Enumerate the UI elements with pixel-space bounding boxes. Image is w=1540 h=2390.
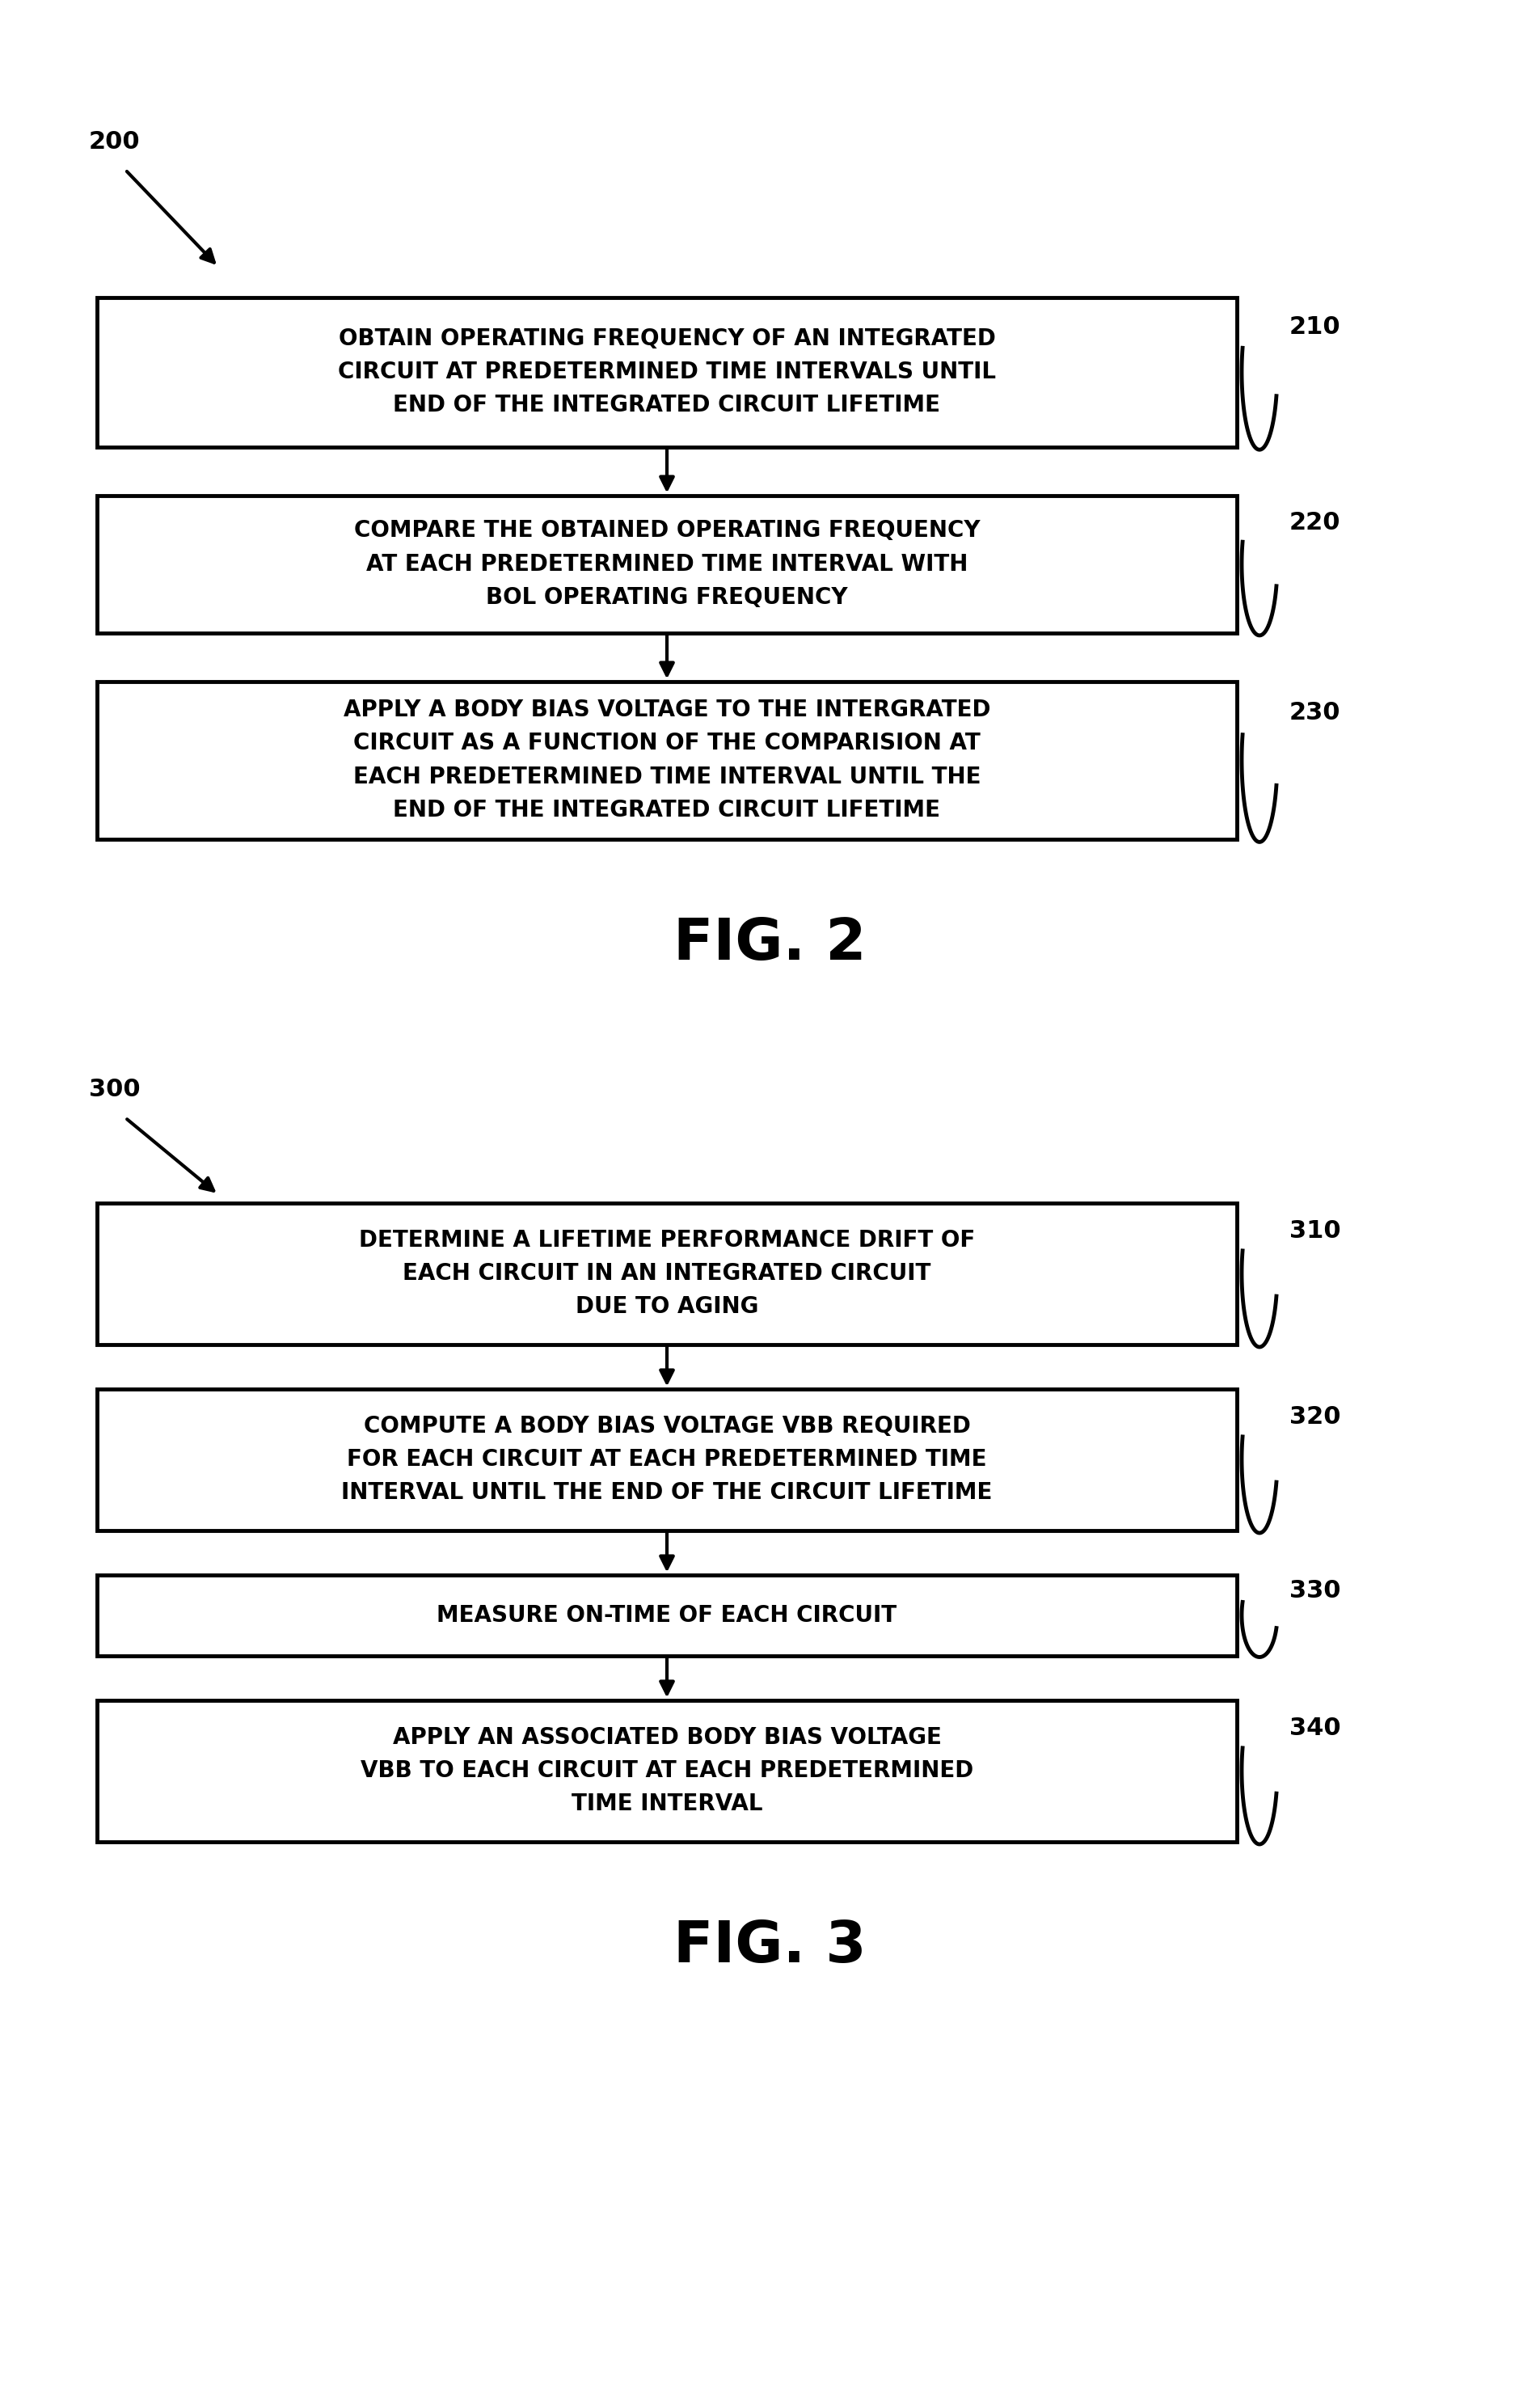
Text: 220: 220 — [1289, 511, 1341, 535]
Bar — [97, 296, 1237, 447]
Text: COMPARE THE OBTAINED OPERATING FREQUENCY
AT EACH PREDETERMINED TIME INTERVAL WIT: COMPARE THE OBTAINED OPERATING FREQUENCY… — [354, 519, 979, 609]
Text: COMPUTE A BODY BIAS VOLTAGE VBB REQUIRED
FOR EACH CIRCUIT AT EACH PREDETERMINED : COMPUTE A BODY BIAS VOLTAGE VBB REQUIRED… — [342, 1415, 992, 1503]
Text: APPLY A BODY BIAS VOLTAGE TO THE INTERGRATED
CIRCUIT AS A FUNCTION OF THE COMPAR: APPLY A BODY BIAS VOLTAGE TO THE INTERGR… — [343, 698, 990, 822]
Bar — [97, 681, 1237, 839]
Text: 310: 310 — [1289, 1219, 1341, 1243]
Bar — [97, 1389, 1237, 1530]
Bar — [97, 1202, 1237, 1343]
Text: FIG. 2: FIG. 2 — [673, 915, 867, 973]
Text: 200: 200 — [89, 129, 140, 153]
Bar — [97, 495, 1237, 633]
Bar — [97, 1575, 1237, 1656]
Text: 230: 230 — [1289, 700, 1341, 724]
Text: MEASURE ON-TIME OF EACH CIRCUIT: MEASURE ON-TIME OF EACH CIRCUIT — [437, 1604, 896, 1625]
Text: FIG. 3: FIG. 3 — [673, 1919, 867, 1974]
Text: 300: 300 — [89, 1078, 140, 1102]
Text: 320: 320 — [1289, 1405, 1341, 1429]
Text: OBTAIN OPERATING FREQUENCY OF AN INTEGRATED
CIRCUIT AT PREDETERMINED TIME INTERV: OBTAIN OPERATING FREQUENCY OF AN INTEGRA… — [337, 327, 996, 416]
Text: 340: 340 — [1289, 1716, 1341, 1740]
Text: APPLY AN ASSOCIATED BODY BIAS VOLTAGE
VBB TO EACH CIRCUIT AT EACH PREDETERMINED
: APPLY AN ASSOCIATED BODY BIAS VOLTAGE VB… — [360, 1726, 973, 1816]
Bar — [97, 1699, 1237, 1840]
Text: DETERMINE A LIFETIME PERFORMANCE DRIFT OF
EACH CIRCUIT IN AN INTEGRATED CIRCUIT
: DETERMINE A LIFETIME PERFORMANCE DRIFT O… — [359, 1228, 975, 1317]
Text: 330: 330 — [1289, 1580, 1341, 1604]
Text: 210: 210 — [1289, 315, 1341, 339]
